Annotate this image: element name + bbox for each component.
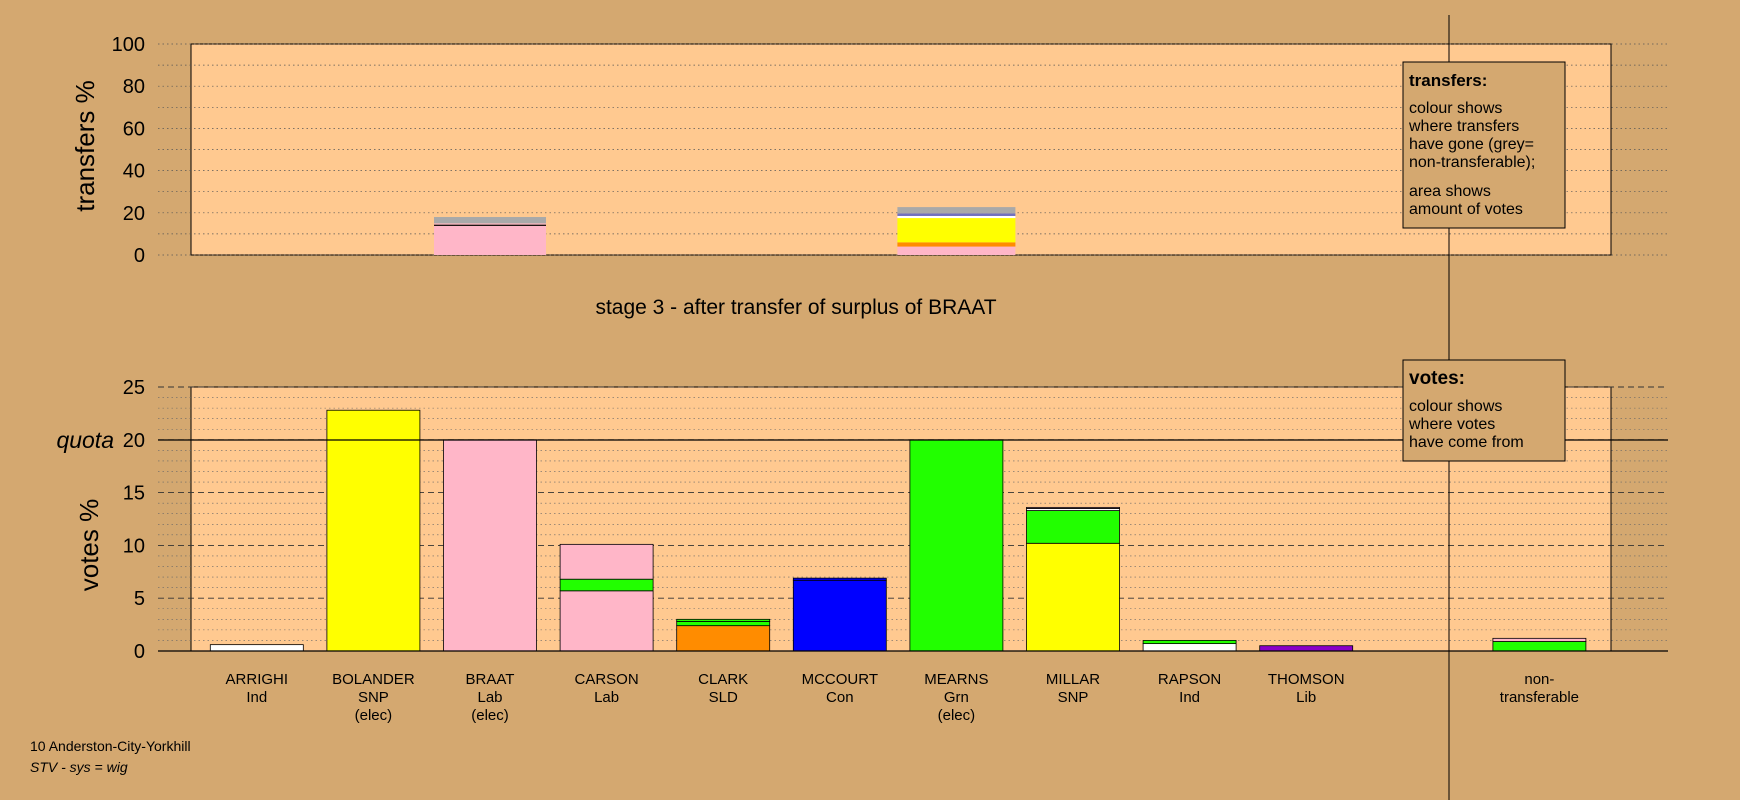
candidate-label: Lab [594,689,619,706]
candidate-label: MCCOURT [802,671,878,688]
candidate-label: non- [1524,671,1554,688]
candidate-label: CARSON [575,671,639,688]
transfers-legend-line: have gone (grey= [1409,136,1534,153]
candidate-label: (elec) [471,707,509,724]
y-tick-label: 0 [134,641,145,663]
votes-legend-line: have come from [1409,434,1524,451]
votes-plot-area [190,386,1612,652]
transfers-legend-line: where transfers [1408,118,1519,135]
votes-y-axis-title: votes % [74,499,104,592]
votes-legend-title: votes: [1409,368,1465,389]
transfer-bar-segment [897,207,1016,214]
candidate-label: MILLAR [1046,671,1100,688]
y-tick-label: 20 [123,430,145,452]
candidate-label: ARRIGHI [226,671,289,688]
vote-bar-segment [209,644,304,652]
y-tick-label: 10 [123,535,145,557]
vote-bar-segment [1026,510,1120,544]
candidate-label: CLARK [698,671,748,688]
candidate-label: Grn [944,689,969,706]
y-tick-label: 100 [112,34,145,56]
vote-bar-segment [1026,542,1120,652]
vote-bar-segment [1026,506,1120,509]
candidate-label: MEARNS [924,671,988,688]
candidate-label: Ind [246,689,267,706]
vote-bar-segment [792,577,887,581]
transfers-legend-line: non-transferable); [1409,154,1535,171]
transfer-bar-segment [897,246,1016,255]
stage-title: stage 3 - after transfer of surplus of B… [595,296,996,319]
vote-bar-segment [676,625,771,652]
y-tick-label: 20 [123,203,145,225]
candidate-label: BRAAT [466,671,515,688]
transfer-bar-segment [897,213,1016,216]
transfer-bar-segment [897,215,1016,219]
candidate-label: Lib [1296,689,1316,706]
vote-bar-segment [909,439,1004,652]
candidate-label: (elec) [938,707,976,724]
transfer-bar-segment [434,217,546,224]
candidate-label: SLD [709,689,738,706]
candidate-label: RAPSON [1158,671,1221,688]
y-tick-label: 0 [134,245,145,267]
vote-bar-segment [1492,637,1587,642]
vote-bar-segment [792,579,887,652]
y-tick-label: 80 [123,76,145,98]
votes-legend-line: colour shows [1409,398,1502,415]
transfer-bar-segment [897,218,1016,243]
transfers-legend-line: amount of votes [1409,201,1523,218]
y-tick-label: 60 [123,118,145,140]
y-tick-label: 25 [123,377,145,399]
candidate-label: (elec) [355,707,393,724]
candidate-label: Con [826,689,854,706]
transfer-bar-segment [897,242,1016,247]
votes-legend: votes: colour shows where votes have com… [1402,359,1566,462]
transfer-bar-segment [434,224,546,226]
vote-bar-segment [559,590,654,652]
vote-bar-segment [443,439,537,652]
footer-system: STV - sys = wig [30,759,128,775]
vote-bar-segment [1142,640,1237,645]
candidate-label: SNP [358,689,389,706]
candidate-label: THOMSON [1268,671,1345,688]
transfer-bar-segment [434,225,546,255]
vote-bar-segment [559,543,654,580]
vote-bar-segment [1259,645,1354,652]
candidate-label: BOLANDER [332,671,415,688]
transfers-legend-line: colour shows [1409,100,1502,117]
candidate-label: Lab [477,689,502,706]
quota-label: quota [56,427,114,453]
vote-bar-segment [1492,641,1587,652]
vote-bar-segment [559,578,654,592]
candidate-label: Ind [1179,689,1200,706]
y-tick-label: 40 [123,161,145,183]
transfer-bar-segment [434,223,546,225]
y-tick-label: 15 [123,483,145,505]
vote-bar-segment [326,409,421,652]
transfers-legend: transfers: colour shows where transfers … [1402,61,1566,229]
vote-bar-segment [1142,643,1237,652]
transfers-legend-title: transfers: [1409,71,1487,90]
transfers-y-axis-title: transfers % [70,80,100,212]
votes-legend-line: where votes [1408,416,1495,433]
candidate-label: transferable [1500,689,1579,706]
y-tick-label: 5 [134,588,145,610]
footer-ward-name: 10 Anderston-City-Yorkhill [30,738,191,754]
candidate-label: SNP [1058,689,1089,706]
vote-bar-segment [676,618,771,622]
transfers-legend-line: area shows [1409,183,1491,200]
vote-bar-segment [676,621,771,627]
